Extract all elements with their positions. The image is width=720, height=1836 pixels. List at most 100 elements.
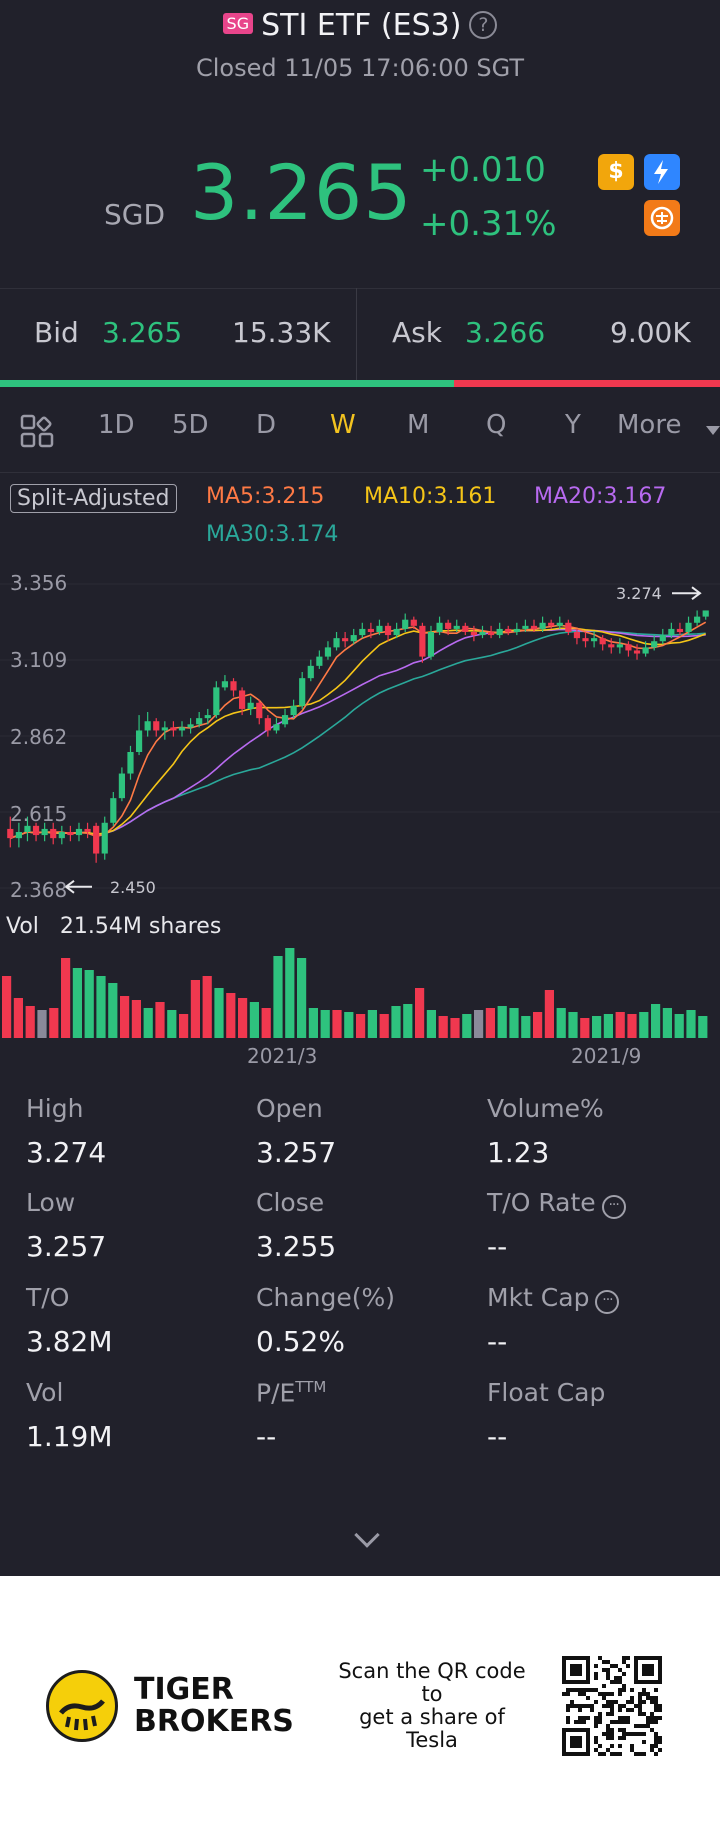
info-dots-icon[interactable]: ···	[595, 1290, 620, 1314]
candle-body	[256, 702, 263, 719]
volume-bar	[686, 1010, 696, 1038]
market-badge: SG	[222, 13, 254, 34]
qr-module	[582, 1688, 586, 1692]
tab-d[interactable]: D	[256, 410, 277, 440]
qr-module	[610, 1752, 614, 1756]
lightning-level1-icon[interactable]	[644, 154, 680, 190]
qr-module	[566, 1720, 570, 1724]
tab-m[interactable]: M	[407, 410, 430, 440]
qr-module	[610, 1708, 614, 1712]
qr-module	[582, 1692, 586, 1696]
qr-module	[622, 1728, 626, 1732]
candle-body	[58, 832, 65, 839]
candle-body	[316, 656, 323, 666]
volume-bar	[698, 1016, 708, 1038]
qr-module	[630, 1744, 634, 1748]
volume-bar	[603, 1014, 613, 1038]
scan-text: Scan the QR code to get a share of Tesla	[332, 1660, 532, 1752]
ticker-title: STI ETF (ES3)	[261, 8, 462, 43]
qr-module	[654, 1708, 658, 1712]
volume-bar	[344, 1012, 354, 1038]
qr-module	[626, 1664, 630, 1668]
tab-y[interactable]: Y	[565, 410, 581, 440]
high-arrow-icon	[672, 586, 702, 601]
tab-w[interactable]: W	[330, 410, 356, 440]
qr-module	[610, 1704, 614, 1708]
tab-q[interactable]: Q	[486, 410, 507, 440]
qr-module	[606, 1676, 610, 1680]
candle-body	[685, 622, 692, 632]
volume-bar	[462, 1014, 472, 1038]
qr-module	[654, 1720, 658, 1724]
promo-footer	[0, 1576, 720, 1836]
candle-body	[565, 622, 572, 632]
y-tick-2: 3.109	[10, 648, 68, 672]
layout-grid-icon[interactable]	[20, 414, 54, 452]
candle-body	[548, 622, 555, 626]
stat-label-8: Mkt Cap ···	[487, 1283, 620, 1314]
qr-module	[654, 1688, 658, 1692]
qr-module	[610, 1720, 614, 1724]
dollar-icon[interactable]: $	[598, 154, 634, 190]
info-dots-icon[interactable]: ···	[601, 1195, 626, 1219]
help-icon[interactable]: ?	[469, 11, 498, 39]
candle-body	[230, 681, 237, 691]
tab-1d[interactable]: 1D	[98, 410, 135, 440]
stat-label-1: Open	[256, 1094, 323, 1123]
qr-module	[642, 1688, 646, 1692]
volume-chart[interactable]	[0, 940, 720, 1040]
qr-module	[622, 1704, 626, 1708]
candlestick-chart[interactable]: 3.274 2.450	[0, 560, 720, 900]
candle-body	[93, 825, 100, 854]
qr-module	[598, 1720, 602, 1724]
qr-module	[610, 1744, 614, 1748]
qr-module	[606, 1672, 610, 1676]
tabs-divider	[0, 472, 720, 473]
qr-module	[566, 1716, 570, 1720]
qr-module	[626, 1720, 630, 1724]
ask-strength-bar	[454, 380, 720, 387]
expand-chevron-icon[interactable]	[354, 1522, 380, 1548]
candle-body	[539, 622, 546, 629]
qr-module	[646, 1716, 650, 1720]
qr-module	[654, 1744, 658, 1748]
qr-module	[626, 1708, 630, 1712]
qr-module	[594, 1736, 598, 1740]
qr-module	[642, 1692, 646, 1696]
qr-module	[594, 1716, 598, 1720]
qr-module	[590, 1704, 594, 1708]
tab-5d[interactable]: 5D	[172, 410, 209, 440]
qr-module	[610, 1736, 614, 1740]
candle-body	[213, 687, 220, 716]
qr-module	[578, 1708, 582, 1712]
qr-module	[606, 1668, 610, 1672]
stat-value-4: 3.255	[256, 1230, 337, 1263]
candle-body	[333, 638, 340, 648]
qr-module	[606, 1748, 610, 1752]
volume-bar	[415, 988, 425, 1038]
candle-body	[84, 828, 91, 832]
badge-icon[interactable]	[644, 200, 680, 236]
candle-body	[247, 702, 254, 709]
candle-body	[479, 632, 486, 636]
split-adjusted-toggle[interactable]: Split-Adjusted	[10, 484, 177, 513]
tab-more[interactable]: More	[617, 410, 681, 440]
qr-module	[606, 1700, 610, 1704]
qr-module	[654, 1736, 658, 1740]
qr-module	[638, 1708, 642, 1712]
qr-module	[650, 1720, 654, 1724]
qr-module	[638, 1724, 642, 1728]
qr-module	[622, 1732, 626, 1736]
qr-module	[582, 1704, 586, 1708]
qr-module	[602, 1668, 606, 1672]
qr-module	[646, 1696, 650, 1700]
qr-module	[630, 1732, 634, 1736]
qr-module	[650, 1696, 654, 1700]
qr-module	[594, 1672, 598, 1676]
qr-module	[594, 1748, 598, 1752]
candle-body	[694, 616, 701, 623]
qr-module	[618, 1704, 622, 1708]
candle-body	[393, 628, 400, 636]
candle-body	[7, 828, 14, 839]
qr-module	[594, 1688, 598, 1692]
